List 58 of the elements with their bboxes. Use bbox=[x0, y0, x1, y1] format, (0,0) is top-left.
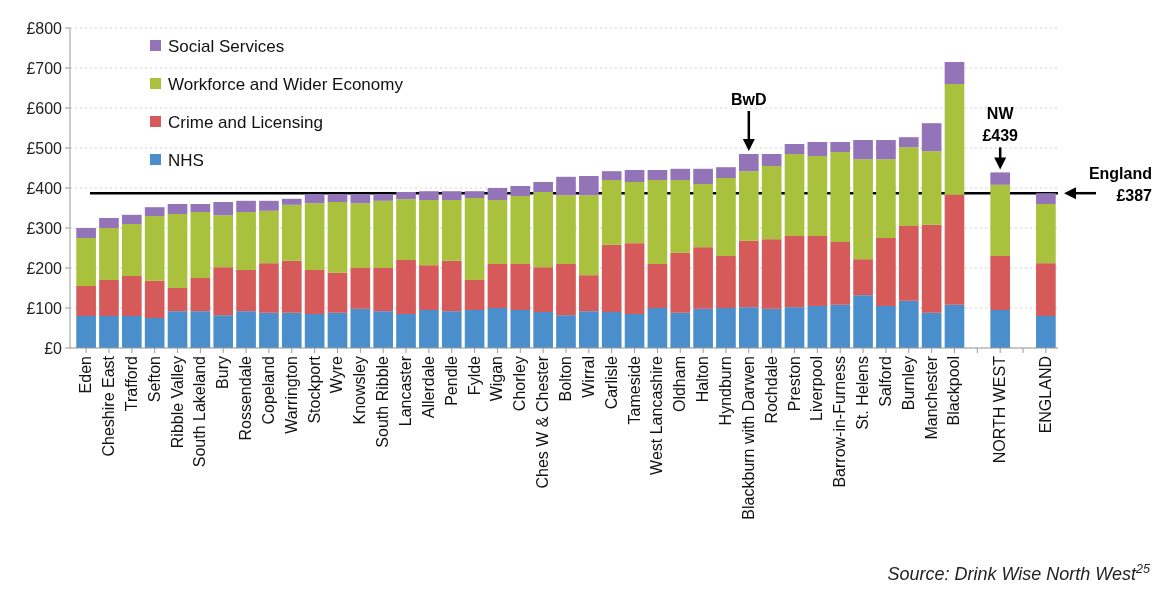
y-tick-label: £400 bbox=[26, 179, 63, 197]
ref-line-label: England £387 bbox=[1088, 165, 1153, 205]
x-tick-label: Trafford bbox=[122, 356, 140, 412]
y-tick-label: £600 bbox=[26, 99, 63, 117]
x-tick-label: Fylde bbox=[465, 355, 483, 396]
x-tick-label: Bury bbox=[214, 356, 232, 389]
x-tick-label: Chorley bbox=[511, 356, 529, 412]
y-tick-label: £300 bbox=[26, 219, 63, 237]
x-tick-label: Lancaster bbox=[397, 355, 415, 427]
y-tick-label: £800 bbox=[26, 19, 63, 37]
x-tick-label: Knowsley bbox=[351, 356, 369, 425]
annotation: NW £439 bbox=[982, 105, 1019, 145]
x-tick-label: Warrington bbox=[282, 356, 300, 434]
x-tick-label: St. Helens bbox=[854, 356, 872, 430]
x-tick-label: Pendle bbox=[442, 355, 460, 406]
x-tick-label: Liverpool bbox=[808, 356, 826, 421]
source-note: Source: Drink Wise North West$^{25}$ bbox=[887, 562, 1151, 584]
x-tick-label: Manchester bbox=[922, 355, 940, 440]
x-tick-label: Preston bbox=[785, 356, 803, 412]
x-tick-label: Wyre bbox=[328, 355, 346, 394]
x-tick-label: Salford bbox=[876, 356, 894, 407]
annotation: BwD bbox=[731, 91, 767, 108]
x-tick-label: South Lakeland bbox=[191, 356, 209, 468]
x-tick-label: Cheshire East bbox=[99, 355, 117, 457]
x-tick-label: South Ribble bbox=[374, 355, 392, 448]
y-tick-label: £500 bbox=[26, 139, 63, 157]
x-tick-label: ENGLAND bbox=[1036, 356, 1054, 434]
x-tick-label: Copeland bbox=[259, 356, 277, 425]
x-tick-label: Wirral bbox=[579, 356, 597, 398]
x-tick-label: Halton bbox=[694, 356, 712, 403]
x-tick-label: Eden bbox=[77, 356, 95, 394]
x-tick-label: Bolton bbox=[557, 356, 574, 402]
y-tick-label: £0 bbox=[44, 339, 63, 357]
x-tick-label: Ribble Valley bbox=[168, 356, 186, 449]
legend-label: Workforce and Wider Economy bbox=[168, 74, 404, 94]
x-tick-label: Ches W & Chester bbox=[534, 355, 552, 489]
legend-label: Crime and Licensing bbox=[168, 112, 323, 132]
x-tick-label: Barrow-in-Furness bbox=[831, 356, 849, 488]
x-tick-label: Rossendale bbox=[237, 355, 255, 441]
x-tick-label: Wigan bbox=[488, 356, 506, 402]
x-tick-label: Hyndburn bbox=[716, 356, 734, 426]
y-tick-label: £700 bbox=[26, 59, 63, 77]
x-tick-label: Oldham bbox=[671, 356, 689, 413]
y-tick-label: £100 bbox=[26, 299, 63, 317]
x-tick-label: Blackpool bbox=[945, 356, 963, 426]
x-tick-label: Burnley bbox=[899, 356, 917, 411]
x-tick-label: Tameside bbox=[625, 355, 643, 425]
x-tick-label: Stockport bbox=[305, 355, 323, 424]
legend-label: Social Services bbox=[168, 36, 285, 56]
x-tick-label: Allerdale bbox=[419, 355, 437, 419]
x-tick-label: Carlisle bbox=[602, 355, 620, 410]
x-tick-label: Sefton bbox=[145, 356, 163, 403]
y-tick-label: £200 bbox=[26, 259, 63, 277]
x-tick-label: NORTH WEST bbox=[991, 355, 1009, 464]
x-tick-label: West Lancashire bbox=[648, 355, 666, 475]
x-tick-label: Rochdale bbox=[762, 355, 780, 424]
legend-label: NHS bbox=[168, 150, 204, 170]
x-tick-label: Blackburn with Darwen bbox=[739, 356, 757, 520]
